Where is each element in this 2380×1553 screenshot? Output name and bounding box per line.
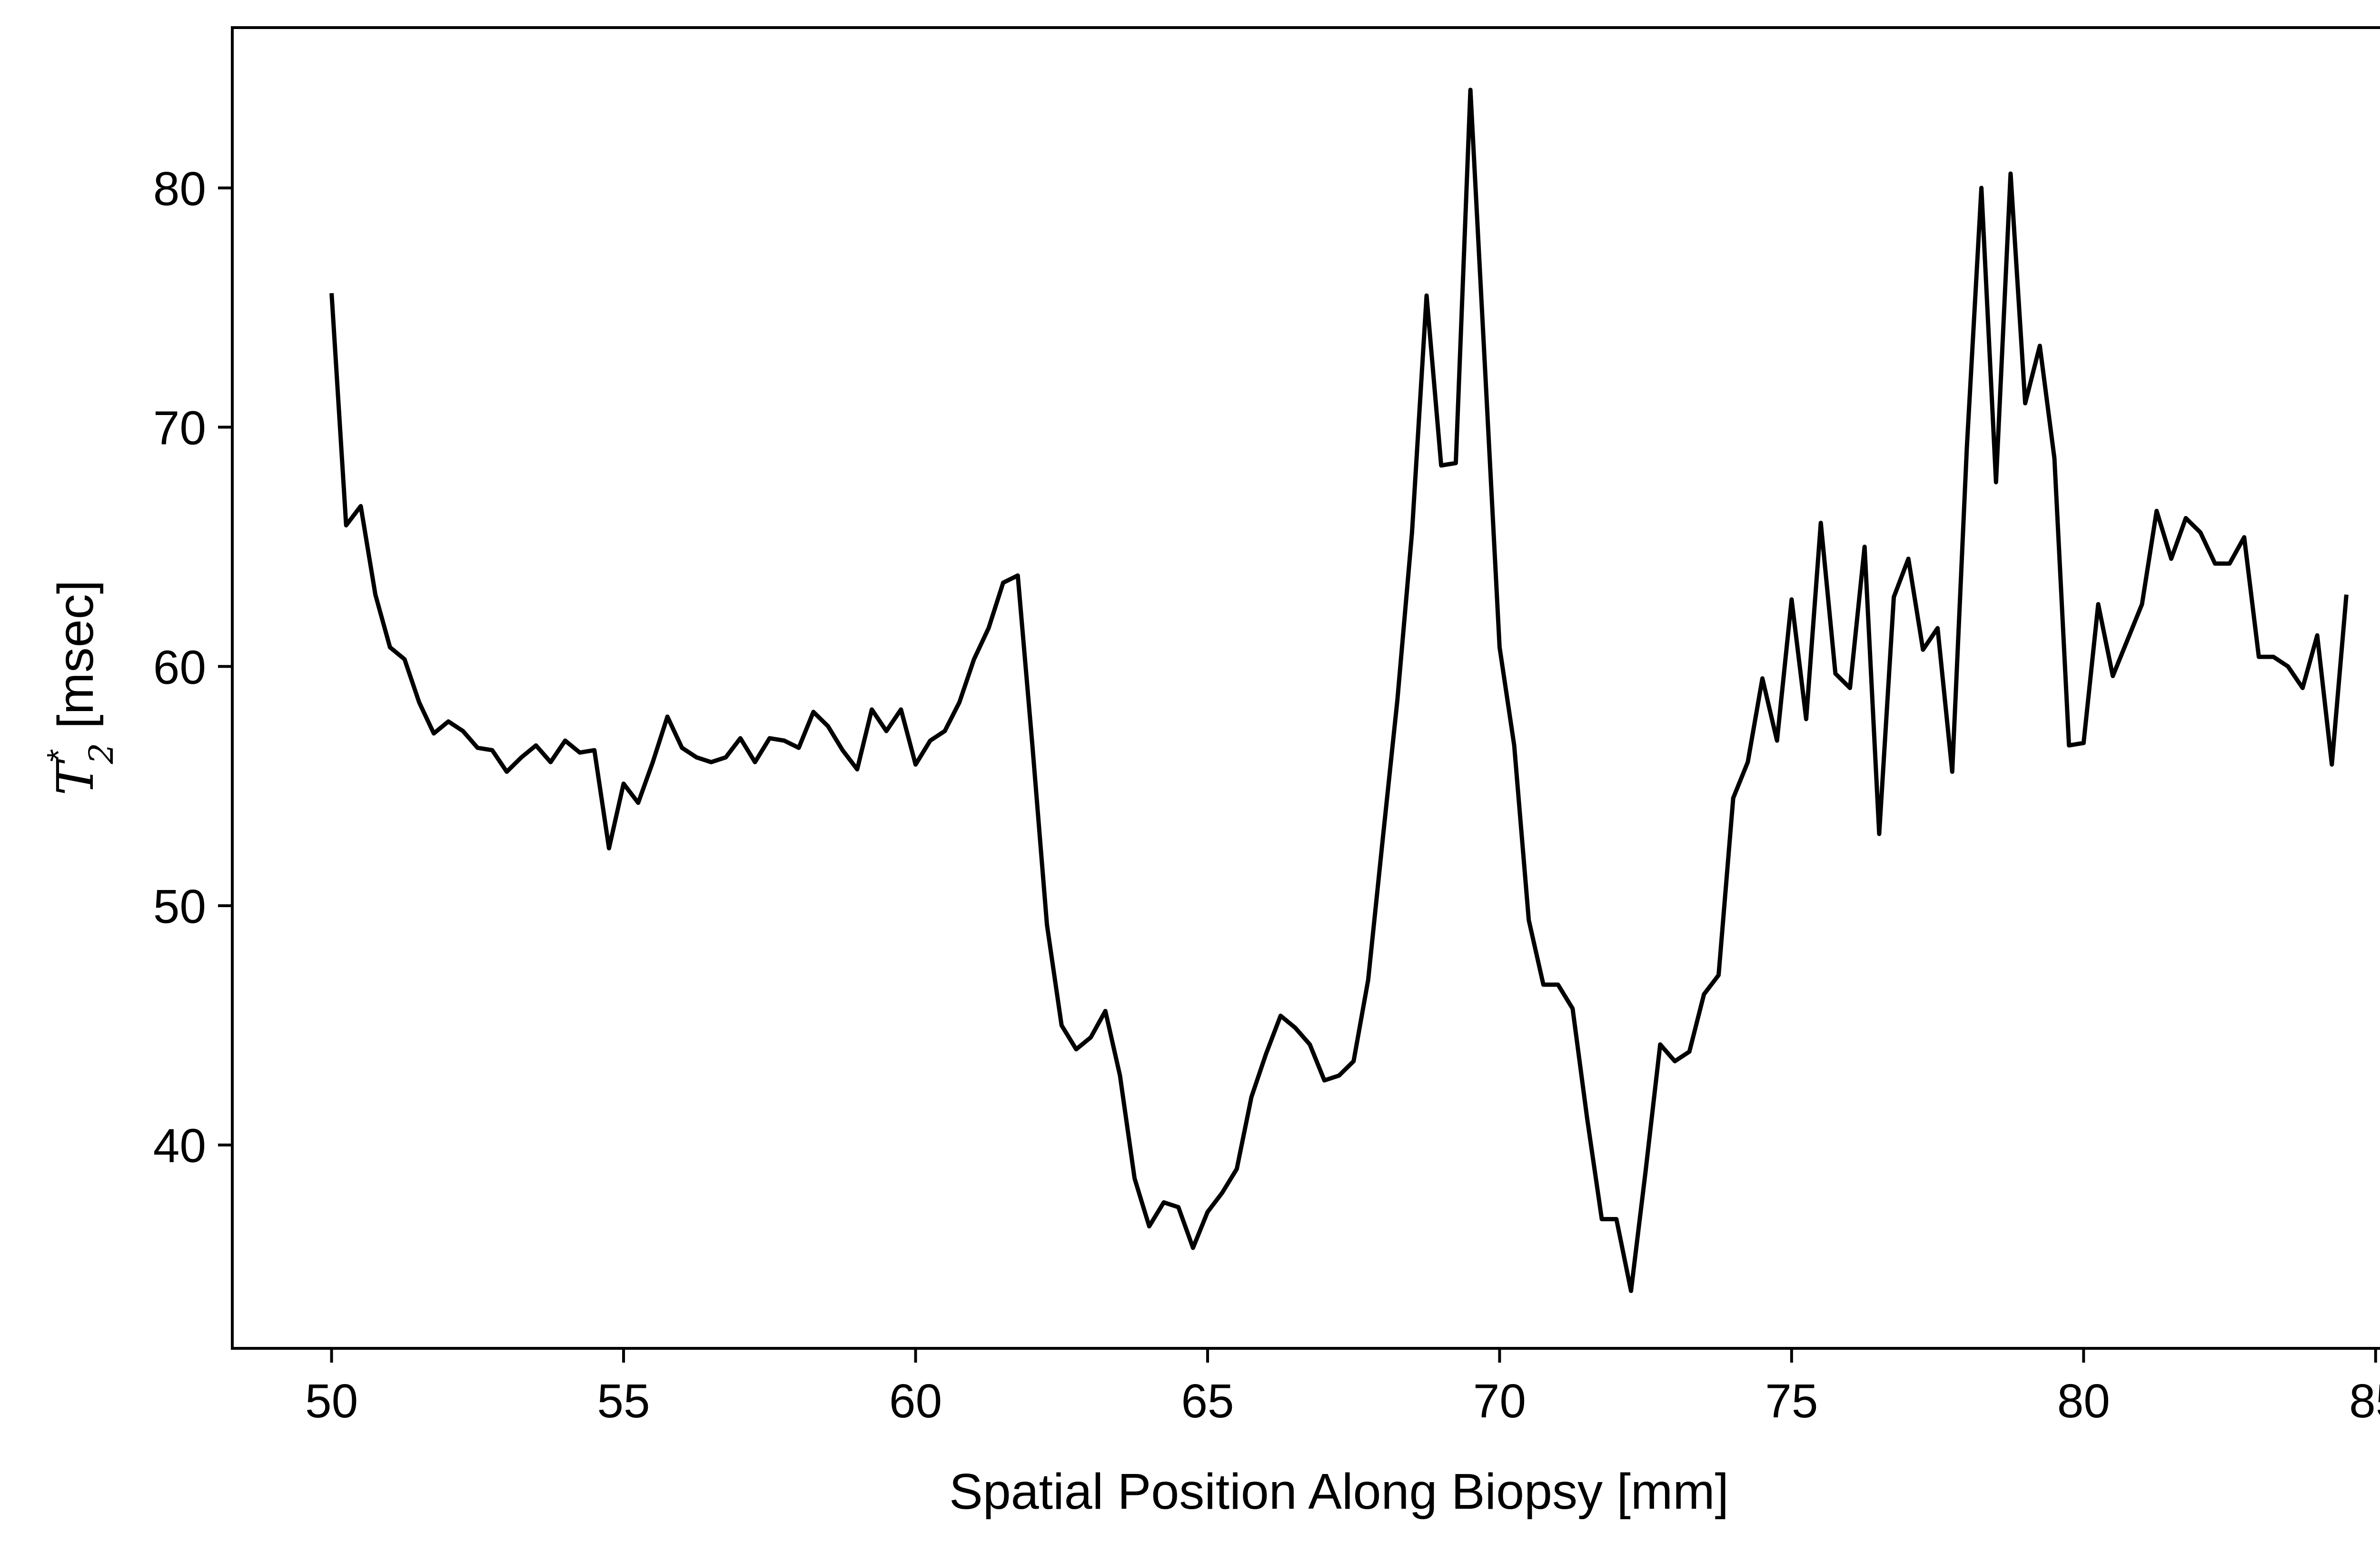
y-tick-label: 60	[153, 641, 206, 694]
y-tick-label: 40	[153, 1119, 206, 1173]
y-axis-title: T* 2 [msec]	[40, 580, 121, 796]
x-tick-label: 60	[889, 1375, 942, 1428]
x-axis: 50 55 60 65 70 75 80 85	[305, 1348, 2380, 1428]
plot-layer	[329, 88, 2349, 1293]
x-tick-label: 75	[1765, 1375, 1818, 1428]
svg-text:T*2[msec]: T* 2 [msec]	[40, 580, 121, 796]
x-axis-title: Spatial Position Along Biopsy [mm]	[949, 1464, 1729, 1520]
x-tick-label: 50	[305, 1375, 358, 1428]
x-tick-label: 85	[2349, 1375, 2380, 1428]
x-tick-label: 55	[597, 1375, 650, 1428]
y-tick-label: 70	[153, 402, 206, 455]
y-axis-title-unit: [msec]	[48, 580, 104, 729]
y-axis: 40 50 60 70 80	[153, 162, 232, 1173]
y-axis-title-subscript: 2	[82, 743, 121, 765]
y-axis-title-superscript: *	[40, 749, 77, 762]
y-tick-label: 50	[153, 880, 206, 933]
series-line-0	[329, 88, 2349, 1293]
y-axis-title-symbol: T	[46, 758, 105, 795]
x-tick-label: 65	[1181, 1375, 1234, 1428]
y-tick-label: 80	[153, 162, 206, 216]
x-tick-label: 70	[1473, 1375, 1526, 1428]
plot-frame	[231, 26, 2380, 1350]
x-tick-label: 80	[2057, 1375, 2110, 1428]
